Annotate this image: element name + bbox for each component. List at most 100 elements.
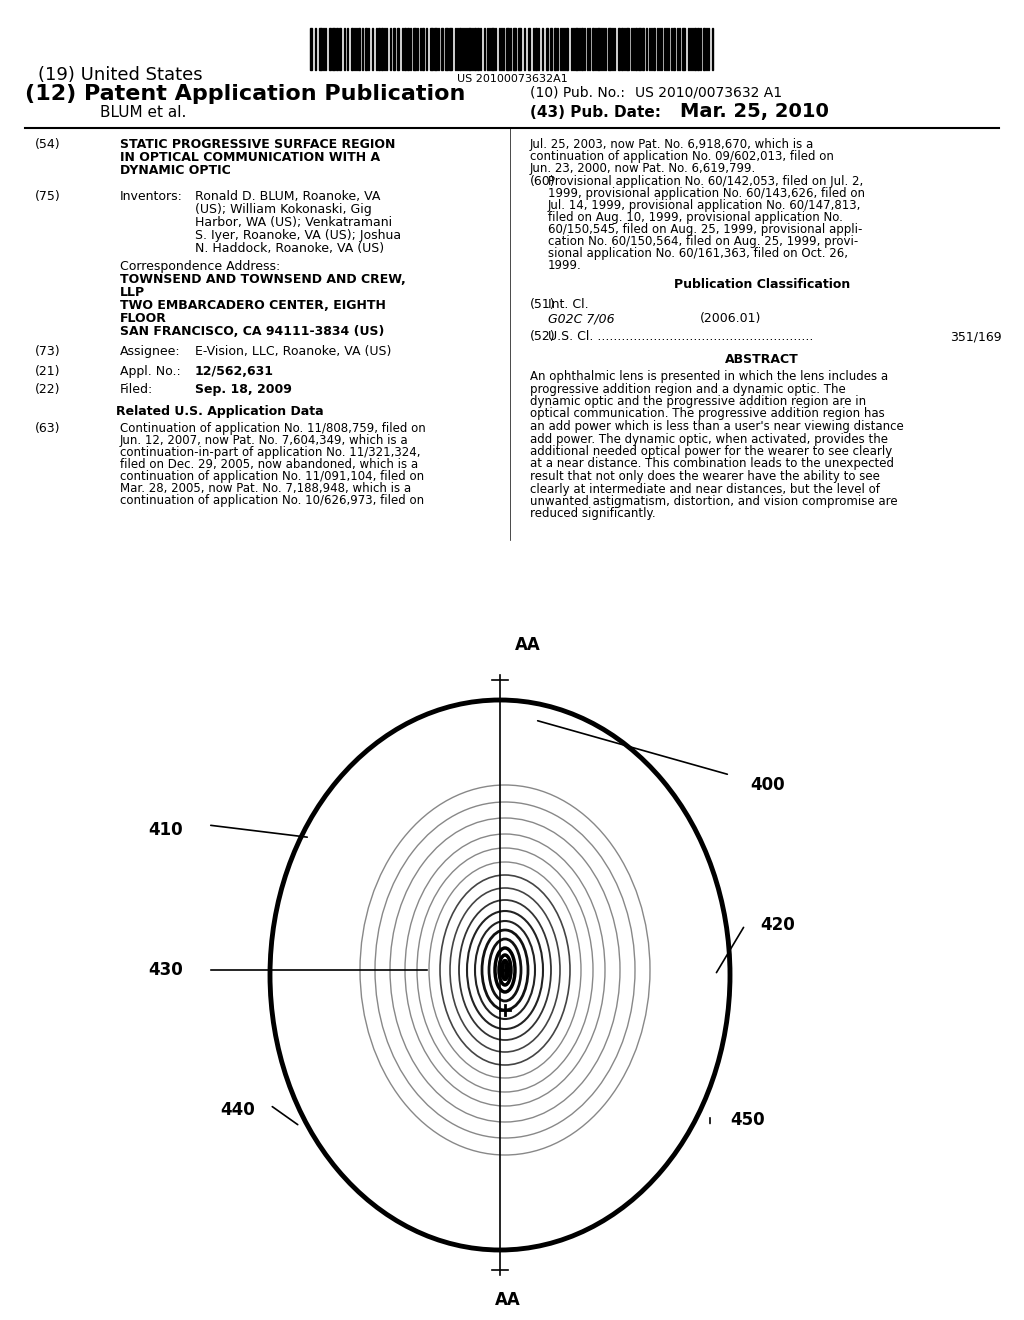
Bar — [468, 28, 471, 70]
Bar — [608, 28, 611, 70]
Text: (2006.01): (2006.01) — [700, 312, 762, 325]
Text: Harbor, WA (US); Venkatramani: Harbor, WA (US); Venkatramani — [195, 216, 392, 228]
Text: at a near distance. This combination leads to the unexpected: at a near distance. This combination lea… — [530, 458, 894, 470]
Text: TWO EMBARCADERO CENTER, EIGHTH: TWO EMBARCADERO CENTER, EIGHTH — [120, 300, 386, 312]
Bar — [697, 28, 699, 70]
Bar — [319, 28, 322, 70]
Text: DYNAMIC OPTIC: DYNAMIC OPTIC — [120, 164, 230, 177]
Bar — [441, 28, 443, 70]
Text: Mar. 25, 2010: Mar. 25, 2010 — [680, 102, 828, 121]
Text: continuation-in-part of application No. 11/321,324,: continuation-in-part of application No. … — [120, 446, 421, 459]
Text: 400: 400 — [750, 776, 784, 795]
Text: 440: 440 — [220, 1101, 255, 1119]
Bar — [626, 28, 629, 70]
Bar — [546, 28, 548, 70]
Text: LLP: LLP — [120, 286, 145, 300]
Bar — [682, 28, 685, 70]
Text: STATIC PROGRESSIVE SURFACE REGION: STATIC PROGRESSIVE SURFACE REGION — [120, 139, 395, 150]
Bar — [618, 28, 620, 70]
Bar — [638, 28, 641, 70]
Text: Ronald D. BLUM, Roanoke, VA: Ronald D. BLUM, Roanoke, VA — [195, 190, 380, 203]
Bar — [378, 28, 380, 70]
Text: (19) United States: (19) United States — [38, 66, 203, 84]
Text: clearly at intermediate and near distances, but the level of: clearly at intermediate and near distanc… — [530, 483, 880, 495]
Bar — [413, 28, 416, 70]
Text: (US); William Kokonaski, Gig: (US); William Kokonaski, Gig — [195, 203, 372, 216]
Bar — [621, 28, 623, 70]
Bar — [310, 28, 312, 70]
Text: IN OPTICAL COMMUNICATION WITH A: IN OPTICAL COMMUNICATION WITH A — [120, 150, 380, 164]
Text: Jul. 25, 2003, now Pat. No. 6,918,670, which is a: Jul. 25, 2003, now Pat. No. 6,918,670, w… — [530, 139, 814, 150]
Text: (51): (51) — [530, 298, 556, 312]
Text: unwanted astigmatism, distortion, and vision compromise are: unwanted astigmatism, distortion, and vi… — [530, 495, 898, 508]
Text: continuation of application No. 10/626,973, filed on: continuation of application No. 10/626,9… — [120, 494, 424, 507]
Text: Int. Cl.: Int. Cl. — [548, 298, 589, 312]
Text: (10) Pub. No.:: (10) Pub. No.: — [530, 86, 625, 100]
Bar — [397, 28, 399, 70]
Bar — [535, 28, 537, 70]
Bar — [474, 28, 476, 70]
Text: (12) Patent Application Publication: (12) Patent Application Publication — [25, 84, 465, 104]
Text: US 2010/0073632 A1: US 2010/0073632 A1 — [635, 86, 782, 100]
Bar — [513, 28, 516, 70]
Bar — [407, 28, 409, 70]
Text: 420: 420 — [760, 916, 795, 935]
Bar — [703, 28, 705, 70]
Text: additional needed optical power for the wearer to see clearly: additional needed optical power for the … — [530, 445, 892, 458]
Bar — [336, 28, 338, 70]
Text: G02C 7/06: G02C 7/06 — [548, 312, 614, 325]
Text: 430: 430 — [148, 961, 182, 979]
Text: TOWNSEND AND TOWNSEND AND CREW,: TOWNSEND AND TOWNSEND AND CREW, — [120, 273, 406, 286]
Text: Sep. 18, 2009: Sep. 18, 2009 — [195, 383, 292, 396]
Text: (21): (21) — [35, 366, 60, 378]
Bar — [449, 28, 452, 70]
Text: An ophthalmic lens is presented in which the lens includes a: An ophthalmic lens is presented in which… — [530, 370, 888, 383]
Bar — [339, 28, 341, 70]
Text: 1999, provisional application No. 60/143,626, filed on: 1999, provisional application No. 60/143… — [548, 187, 865, 201]
Text: ABSTRACT: ABSTRACT — [725, 352, 799, 366]
Bar — [365, 28, 367, 70]
Text: Inventors:: Inventors: — [120, 190, 183, 203]
Text: (73): (73) — [35, 345, 60, 358]
Text: Jun. 23, 2000, now Pat. No. 6,619,799.: Jun. 23, 2000, now Pat. No. 6,619,799. — [530, 162, 757, 176]
Text: (54): (54) — [35, 139, 60, 150]
Text: 60/150,545, filed on Aug. 25, 1999, provisional appli-: 60/150,545, filed on Aug. 25, 1999, prov… — [548, 223, 862, 236]
Text: add power. The dynamic optic, when activated, provides the: add power. The dynamic optic, when activ… — [530, 433, 888, 446]
Text: Continuation of application No. 11/808,759, filed on: Continuation of application No. 11/808,7… — [120, 422, 426, 436]
Text: S. Iyer, Roanoke, VA (US); Joshua: S. Iyer, Roanoke, VA (US); Joshua — [195, 228, 401, 242]
Bar — [490, 28, 494, 70]
Bar — [445, 28, 449, 70]
Text: filed on Aug. 10, 1999, provisional application No.: filed on Aug. 10, 1999, provisional appl… — [548, 211, 843, 224]
Bar — [528, 28, 530, 70]
Text: optical communication. The progressive addition region has: optical communication. The progressive a… — [530, 408, 885, 421]
Text: BLUM et al.: BLUM et al. — [100, 106, 186, 120]
Text: (63): (63) — [35, 422, 60, 436]
Bar — [635, 28, 637, 70]
Text: (43) Pub. Date:: (43) Pub. Date: — [530, 106, 662, 120]
Text: Filed:: Filed: — [120, 383, 154, 396]
Text: Publication Classification: Publication Classification — [674, 279, 850, 290]
Text: Related U.S. Application Data: Related U.S. Application Data — [116, 405, 324, 418]
Bar — [358, 28, 360, 70]
Text: FLOOR: FLOOR — [120, 312, 167, 325]
Text: (75): (75) — [35, 190, 60, 203]
Bar — [477, 28, 479, 70]
Bar — [575, 28, 578, 70]
Text: result that not only does the wearer have the ability to see: result that not only does the wearer hav… — [530, 470, 880, 483]
Bar — [459, 28, 461, 70]
Text: continuation of application No. 09/602,013, filed on: continuation of application No. 09/602,0… — [530, 150, 834, 162]
Text: continuation of application No. 11/091,104, filed on: continuation of application No. 11/091,1… — [120, 470, 424, 483]
Text: US 20100073632A1: US 20100073632A1 — [457, 74, 567, 84]
Bar — [404, 28, 406, 70]
Text: cation No. 60/150,564, filed on Aug. 25, 1999, provi-: cation No. 60/150,564, filed on Aug. 25,… — [548, 235, 858, 248]
Text: dynamic optic and the progressive addition region are in: dynamic optic and the progressive additi… — [530, 395, 866, 408]
Text: 410: 410 — [148, 821, 182, 840]
Text: (22): (22) — [35, 383, 60, 396]
Text: (52): (52) — [530, 330, 556, 343]
Text: reduced significantly.: reduced significantly. — [530, 507, 655, 520]
Bar — [694, 28, 696, 70]
Bar — [581, 28, 583, 70]
Text: AA: AA — [515, 636, 541, 653]
Bar — [329, 28, 331, 70]
Text: filed on Dec. 29, 2005, now abandoned, which is a: filed on Dec. 29, 2005, now abandoned, w… — [120, 458, 418, 471]
